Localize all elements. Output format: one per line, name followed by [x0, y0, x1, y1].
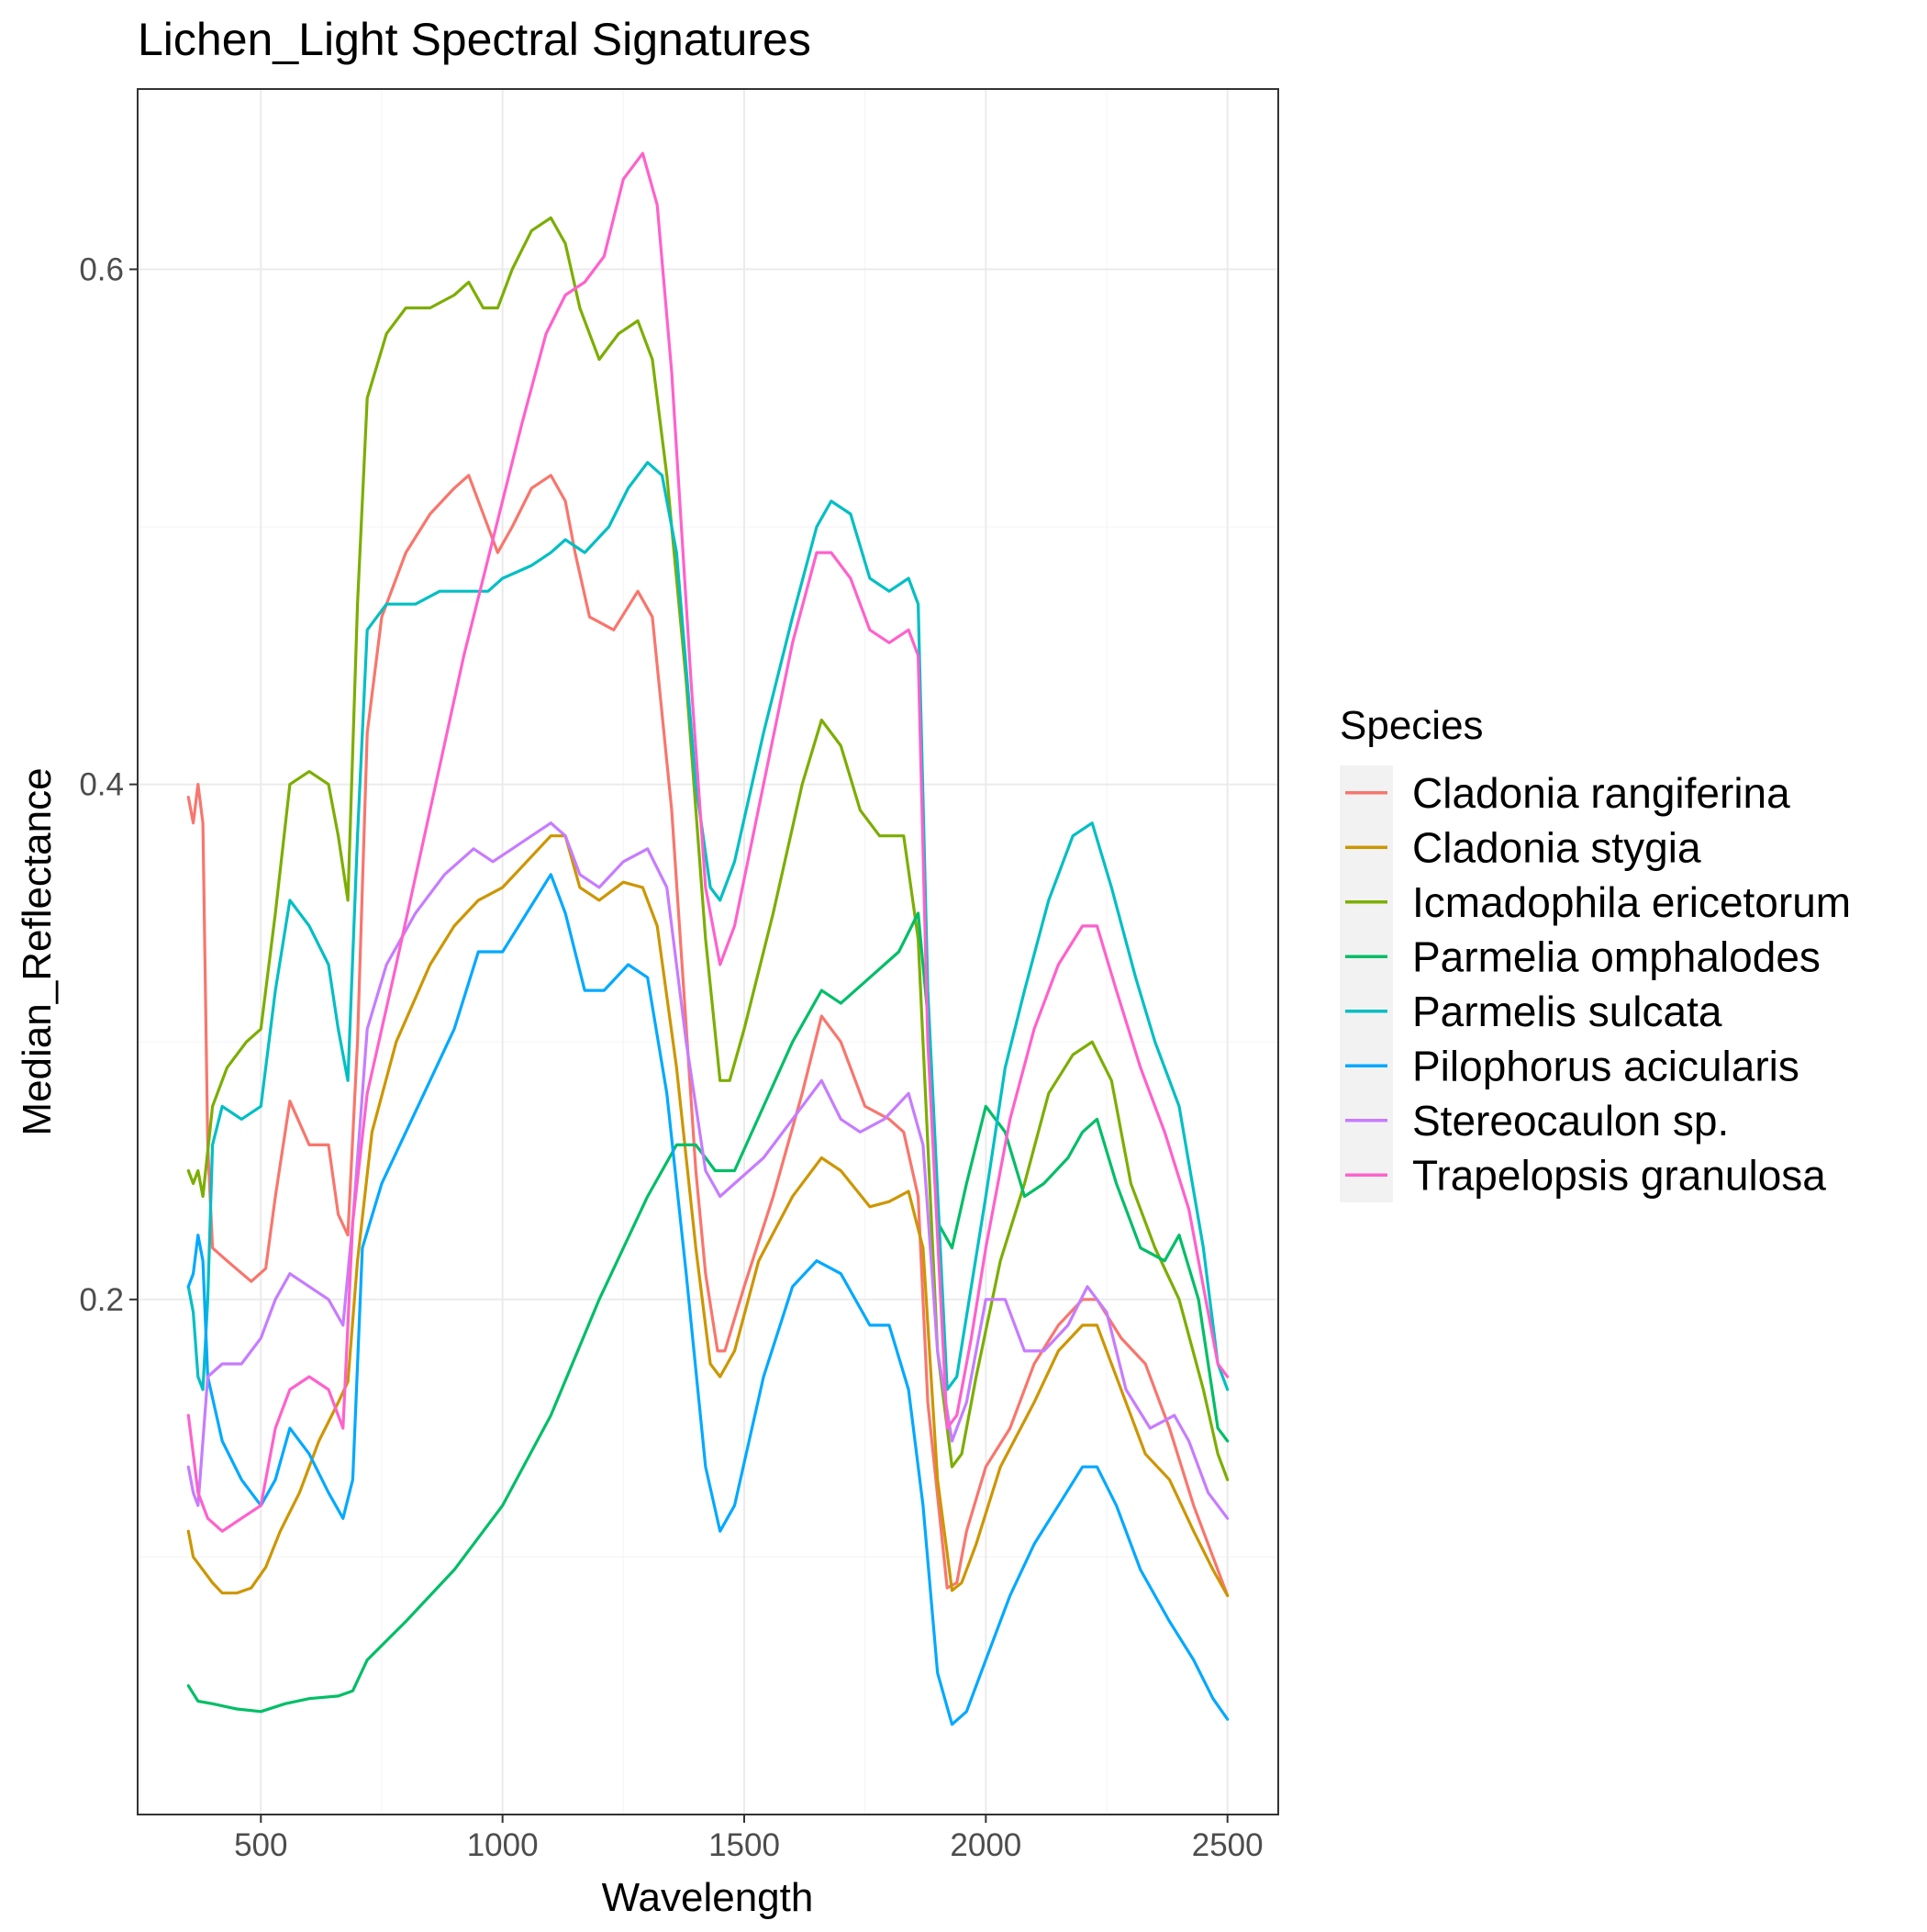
- axes: 500 1000 1500 2000 2500 0.2 0.4 0.6: [79, 251, 1263, 1863]
- legend-label-cladonia-rangiferina: Cladonia rangiferina: [1412, 769, 1790, 817]
- legend-title: Species: [1340, 703, 1484, 748]
- x-tick-label: 2000: [950, 1827, 1021, 1863]
- series-line-trapelopsis-granulosa: [186, 151, 1230, 1533]
- y-tick-label: 0.4: [79, 767, 124, 803]
- series-line-icmadophila-ericetorum: [186, 216, 1230, 1481]
- legend-label-icmadophila-ericetorum: Icmadophila ericetorum: [1412, 878, 1851, 926]
- legend: Species Cladonia rangiferina Cladonia sty…: [1340, 703, 1851, 1202]
- plot-panel-border: [137, 88, 1279, 1815]
- series-line-pilophorus-acicularis: [186, 873, 1230, 1726]
- legend-label-stereocaulon-sp: Stereocaulon sp.: [1412, 1097, 1729, 1145]
- legend-label-parmelis-sulcata: Parmelis sulcata: [1412, 988, 1722, 1035]
- legend-label-trapelopsis-granulosa: Trapelopsis granulosa: [1412, 1151, 1826, 1199]
- y-axis-title: Median_Reflectance: [15, 767, 60, 1135]
- x-tick-label: 1000: [467, 1827, 539, 1863]
- legend-label-cladonia-stygia: Cladonia stygia: [1412, 823, 1701, 871]
- series-line-cladonia-stygia: [186, 834, 1230, 1598]
- series-line-cladonia-rangiferina: [186, 474, 1230, 1598]
- legend-label-pilophorus-acicularis: Pilophorus acicularis: [1412, 1042, 1799, 1089]
- series-line-parmelia-omphalodes: [186, 911, 1230, 1714]
- series-lines: [186, 151, 1230, 1726]
- x-tick-label: 1500: [708, 1827, 780, 1863]
- series-line-stereocaulon-sp: [186, 821, 1230, 1520]
- y-tick-label: 0.6: [79, 251, 124, 287]
- x-tick-label: 500: [234, 1827, 287, 1863]
- y-tick-label: 0.2: [79, 1282, 124, 1318]
- legend-label-parmelia-omphalodes: Parmelia omphalodes: [1412, 932, 1821, 980]
- chart-title: Lichen_Light Spectral Signatures: [138, 14, 811, 65]
- series-line-parmelis-sulcata: [186, 461, 1230, 1391]
- x-axis-title: Wavelength: [602, 1875, 814, 1920]
- x-tick-label: 2500: [1192, 1827, 1264, 1863]
